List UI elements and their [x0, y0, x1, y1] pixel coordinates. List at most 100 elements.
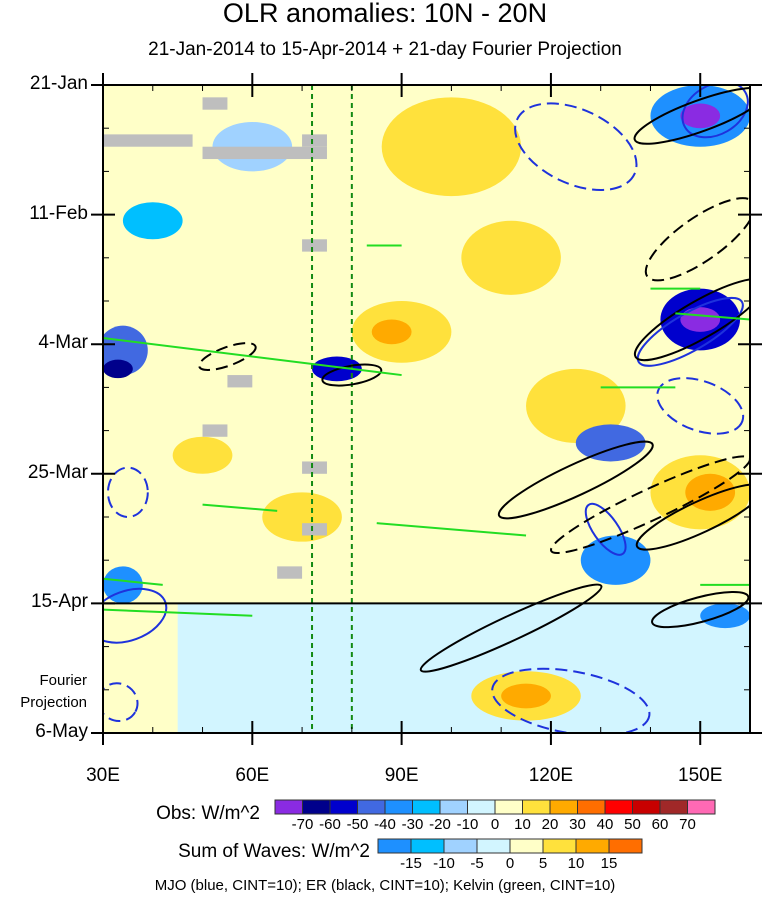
- missing-data-block: [103, 134, 193, 147]
- obs-colorbar-swatch: [632, 799, 661, 815]
- obs-colorbar-tick-label: 0: [490, 816, 500, 833]
- obs-colorbar-swatch: [467, 799, 496, 815]
- obs-colorbar-tick-label: 50: [624, 816, 641, 833]
- obs-colorbar-swatch: [329, 799, 358, 815]
- obs-colorbar-swatch: [384, 799, 413, 815]
- x-tick-label: 120E: [528, 765, 574, 786]
- wave-colorbar-tick-label: -10: [433, 855, 455, 872]
- obs-colorbar-tick-label: 40: [596, 816, 614, 833]
- projection-background: [103, 603, 750, 733]
- kelvin-contour: [103, 577, 163, 586]
- anomaly-patch: [103, 359, 133, 379]
- obs-colorbar-swatch: [412, 799, 441, 815]
- kelvin-contour: [202, 503, 278, 512]
- missing-data-block: [302, 239, 327, 252]
- er-contour: [633, 86, 750, 145]
- kelvin-contour: [103, 608, 253, 617]
- wave-colorbar-tick-label: 0: [505, 855, 515, 872]
- wave-legend-text: MJO (blue, CINT=10); ER (black, CINT=10)…: [154, 877, 616, 894]
- y-tick-label: 11-Feb: [29, 202, 88, 224]
- obs-colorbar-swatch: [687, 799, 716, 815]
- wave-colorbar-tick-label: -15: [400, 855, 422, 872]
- obs-colorbar-tick-label: -10: [456, 816, 479, 833]
- projection-positive-region: [103, 603, 178, 733]
- kelvin-contour: [103, 337, 402, 377]
- anomaly-patch: [461, 220, 561, 295]
- anomaly-patch: [685, 473, 736, 511]
- wave-colorbar-swatch: [509, 838, 544, 854]
- obs-colorbar-tick-label: -60: [319, 816, 341, 833]
- obs-colorbar-tick-label: -30: [401, 816, 424, 833]
- plot-frame: [102, 84, 751, 734]
- obs-colorbar-swatch: [494, 799, 523, 815]
- anomaly-patch: [381, 97, 522, 197]
- chart-subtitle: 21-Jan-2014 to 15-Apr-2014 + 21-day Four…: [148, 39, 622, 60]
- anomaly-patch: [580, 535, 651, 585]
- anomaly-patch: [262, 492, 342, 542]
- er-contour: [419, 583, 603, 673]
- obs-colorbar-swatch: [302, 799, 331, 815]
- er-contour: [633, 277, 750, 362]
- kelvin-contour: [376, 522, 527, 537]
- y-tick-label: 25-Mar: [27, 461, 88, 483]
- er-contour: [651, 591, 750, 629]
- x-tick-label: 90E: [384, 765, 419, 786]
- wave-colorbar-swatch: [608, 838, 643, 854]
- missing-data-block: [202, 97, 228, 110]
- obs-colorbar-swatch: [659, 799, 688, 815]
- missing-data-block: [302, 461, 327, 474]
- er-contour: [198, 342, 257, 371]
- obs-colorbar-label: Obs: W/m^2: [156, 803, 260, 824]
- anomaly-patch: [122, 202, 183, 240]
- obs-colorbar-tick-label: 30: [569, 816, 586, 833]
- chart-title: OLR anomalies: 10N - 20N: [222, 0, 548, 28]
- projection-label-line2: Projection: [20, 694, 87, 711]
- wave-colorbar-swatch: [443, 838, 478, 854]
- obs-colorbar-swatch: [357, 799, 386, 815]
- x-tick-label: 150E: [678, 765, 723, 786]
- missing-data-block: [277, 566, 303, 579]
- wave-colorbar-swatch: [575, 838, 610, 854]
- projection-label: Fourier Projection: [20, 670, 87, 714]
- wave-colorbar-tick-label: 15: [600, 855, 618, 872]
- anomaly-patch: [575, 424, 646, 462]
- y-tick-label: 21-Jan: [29, 73, 88, 94]
- mjo-contour: [656, 377, 745, 435]
- wave-colorbar-label: Sum of Waves: W/m^2: [178, 841, 370, 862]
- obs-colorbar-swatch: [522, 799, 551, 815]
- anomaly-patch: [680, 307, 721, 332]
- wave-colorbar-swatch: [377, 838, 412, 854]
- obs-colorbar-swatch: [274, 799, 303, 815]
- anomaly-patch: [680, 103, 721, 129]
- missing-data-block: [202, 424, 228, 437]
- anomaly-patch: [103, 566, 143, 604]
- kelvin-contour: [675, 312, 750, 321]
- wave-colorbar-swatch: [542, 838, 577, 854]
- wave-colorbar-tick-label: 5: [538, 855, 548, 872]
- anomaly-patch: [172, 436, 233, 474]
- mjo-contour: [106, 466, 149, 519]
- er-contour: [497, 440, 654, 520]
- mjo-contour: [636, 296, 744, 367]
- mjo-contour: [584, 502, 627, 556]
- y-tick-label: 6-May: [35, 721, 88, 742]
- mjo-contour: [681, 85, 749, 139]
- obs-colorbar-tick-label: 20: [541, 816, 559, 833]
- missing-data-block: [302, 134, 327, 147]
- obs-colorbar-tick-label: 60: [651, 816, 669, 833]
- projection-label-line1: Fourier: [39, 672, 87, 689]
- anomaly-patch: [371, 319, 412, 345]
- obs-colorbar-tick-label: -50: [346, 816, 369, 833]
- er-contour: [635, 483, 750, 551]
- wave-colorbar-tick-label: -5: [470, 855, 484, 872]
- missing-data-block: [202, 146, 327, 160]
- missing-data-block: [227, 375, 253, 388]
- obs-colorbar-tick-label: -20: [429, 816, 451, 833]
- er-contour: [321, 363, 383, 387]
- anomaly-patch: [700, 603, 750, 629]
- obs-colorbar-swatch: [604, 799, 633, 815]
- mjo-contour: [103, 587, 168, 644]
- anomaly-patch: [501, 683, 551, 709]
